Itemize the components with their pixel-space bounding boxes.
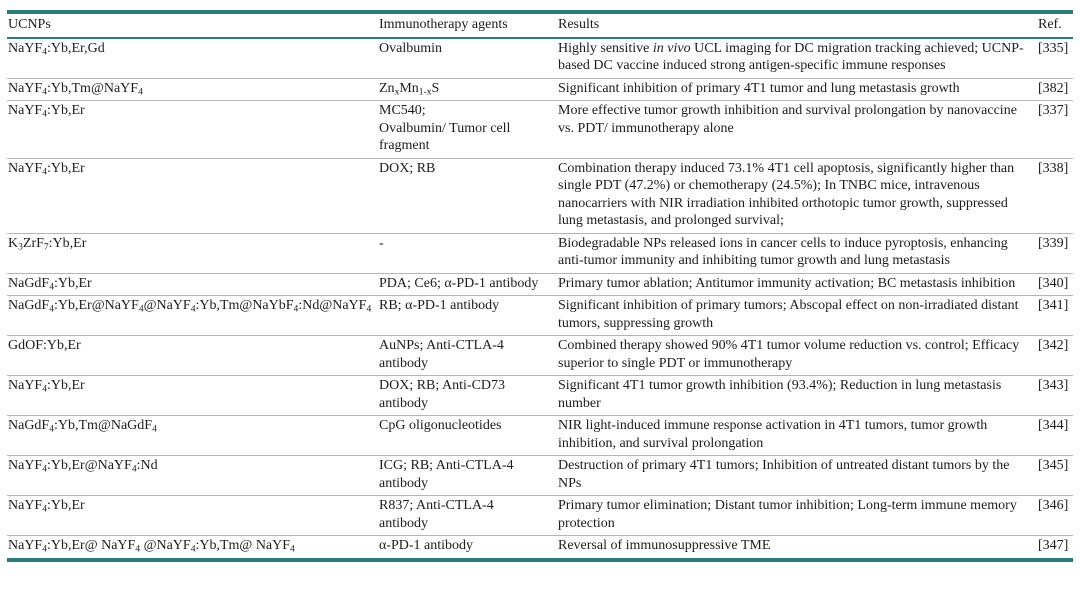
results-cell: Reversal of immunosuppressive TME: [558, 538, 771, 553]
col-header-immunotherapy-agents: Immunotherapy agents: [378, 12, 557, 39]
ucnp-cell: NaYF4:Yb,Tm@NaYF4: [7, 78, 378, 101]
table-row: GdOF:Yb,Er AuNPs; Anti-CTLA-4 antibody C…: [7, 335, 1073, 376]
agents-cell: DOX; RB; Anti-CD73 antibody: [378, 375, 557, 416]
agents-cell: AuNPs; Anti-CTLA-4 antibody: [378, 335, 557, 376]
results-cell: Significant inhibition of primary tumors…: [557, 295, 1037, 336]
results-cell: Significant inhibition of primary 4T1 tu…: [557, 78, 1037, 101]
results-cell: Significant 4T1 tumor growth inhibition …: [557, 375, 1037, 416]
ref-cell: [345]: [1037, 455, 1073, 496]
ucnp-cell: NaYF4:Yb,Er: [7, 158, 378, 234]
ucnp-cell: NaYF4:Yb,Er: [7, 100, 378, 159]
ref-cell: [339]: [1037, 233, 1073, 274]
agents-cell: PDA; Ce6; α-PD-1 antibody: [378, 273, 557, 296]
header-row: UCNPs Immunotherapy agents Results Ref.: [7, 12, 1073, 39]
ref-cell: [343]: [1037, 375, 1073, 416]
ucnp-cell: NaYF4:Yb,Er,Gd: [7, 37, 378, 79]
agents-cell: ICG; RB; Anti-CTLA-4 antibody: [378, 455, 557, 496]
table-row: NaYF4:Yb,Er DOX; RB Combination therapy …: [7, 158, 1073, 234]
table-row: NaYF4:Yb,Er R837; Anti-CTLA-4 antibody P…: [7, 495, 1073, 536]
ucnp-cell: NaYF4:Yb,Er@NaYF4:Nd: [7, 455, 378, 496]
ucnp-cell: NaGdF4:Yb,Tm@NaGdF4: [7, 415, 378, 456]
agents-cell: R837; Anti-CTLA-4 antibody: [378, 495, 557, 536]
table-row: NaYF4:Yb,Er@ NaYF4 @NaYF4:Yb,Tm@ NaYF4 α…: [7, 536, 1073, 560]
ref-cell: [346]: [1037, 495, 1073, 536]
ucnp-cell: NaGdF4:Yb,Er@NaYF4@NaYF4:Yb,Tm@NaYbF4:Nd…: [7, 295, 378, 336]
results-cell: Highly sensitive in vivo UCL imaging for…: [557, 37, 1037, 79]
results-cell: Primary tumor elimination; Distant tumor…: [557, 495, 1037, 536]
ucnp-cell: NaYF4:Yb,Er: [7, 375, 378, 416]
results-cell: Primary tumor ablation; Antitumor immuni…: [557, 273, 1037, 296]
col-header-results: Results: [557, 12, 1037, 39]
agents-cell: Ovalbumin: [378, 37, 557, 79]
table-row: NaYF4:Yb,Er@NaYF4:Nd ICG; RB; Anti-CTLA-…: [7, 455, 1073, 496]
col-header-ref: Ref.: [1037, 12, 1073, 39]
col-header-ucnps: UCNPs: [7, 12, 378, 39]
agents-cell: ZnxMn1-xS: [378, 78, 557, 101]
table-row: NaYF4:Yb,Tm@NaYF4 ZnxMn1-xS Significant …: [7, 78, 1073, 101]
table-row: NaGdF4:Yb,Tm@NaGdF4 CpG oligonucleotides…: [7, 415, 1073, 456]
ucnp-cell: NaGdF4:Yb,Er: [7, 273, 378, 296]
ref-cell: [342]: [1037, 335, 1073, 376]
ref-cell: [340]: [1037, 273, 1073, 296]
ref-cell: [337]: [1037, 100, 1073, 159]
table-row: NaYF4:Yb,Er,Gd Ovalbumin Highly sensitiv…: [7, 37, 1073, 79]
agents-cell: -: [378, 233, 557, 274]
table-row: NaYF4:Yb,Er MC540; Ovalbumin/ Tumor cell …: [7, 100, 1073, 159]
ref-cell: [347]: [1038, 538, 1069, 553]
agents-cell: DOX; RB: [378, 158, 557, 234]
results-cell: Destruction of primary 4T1 tumors; Inhib…: [557, 455, 1037, 496]
results-cell: Biodegradable NPs released ions in cance…: [557, 233, 1037, 274]
table-body: NaYF4:Yb,Er,Gd Ovalbumin Highly sensitiv…: [7, 37, 1073, 560]
ucnp-cell: NaYF4:Yb,Er@ NaYF4 @NaYF4:Yb,Tm@ NaYF4: [8, 538, 295, 555]
agents-cell: CpG oligonucleotides: [378, 415, 557, 456]
results-cell: Combined therapy showed 90% 4T1 tumor vo…: [557, 335, 1037, 376]
ucnp-cell: K3ZrF7:Yb,Er: [7, 233, 378, 274]
ref-cell: [335]: [1037, 37, 1073, 79]
ref-cell: [338]: [1037, 158, 1073, 234]
table-row: NaYF4:Yb,Er DOX; RB; Anti-CD73 antibody …: [7, 375, 1073, 416]
table-row: NaGdF4:Yb,Er@NaYF4@NaYF4:Yb,Tm@NaYbF4:Nd…: [7, 295, 1073, 336]
ref-cell: [341]: [1037, 295, 1073, 336]
results-cell: Combination therapy induced 73.1% 4T1 ce…: [557, 158, 1037, 234]
ucnp-cell: NaYF4:Yb,Er: [7, 495, 378, 536]
ref-cell: [344]: [1037, 415, 1073, 456]
ucnp-cell: GdOF:Yb,Er: [7, 335, 378, 376]
agents-cell: α-PD-1 antibody: [379, 538, 474, 553]
results-cell: More effective tumor growth inhibition a…: [557, 100, 1037, 159]
table-row: NaGdF4:Yb,Er PDA; Ce6; α-PD-1 antibody P…: [7, 273, 1073, 296]
ref-cell: [382]: [1037, 78, 1073, 101]
table-row: K3ZrF7:Yb,Er - Biodegradable NPs release…: [7, 233, 1073, 274]
results-cell: NIR light-induced immune response activa…: [557, 415, 1037, 456]
table-header: UCNPs Immunotherapy agents Results Ref.: [7, 12, 1073, 39]
ucnp-immunotherapy-table: UCNPs Immunotherapy agents Results Ref. …: [7, 10, 1073, 562]
agents-cell: MC540; Ovalbumin/ Tumor cell fragment: [378, 100, 557, 159]
paper-table-container: UCNPs Immunotherapy agents Results Ref. …: [7, 10, 1073, 562]
agents-cell: RB; α-PD-1 antibody: [378, 295, 557, 336]
